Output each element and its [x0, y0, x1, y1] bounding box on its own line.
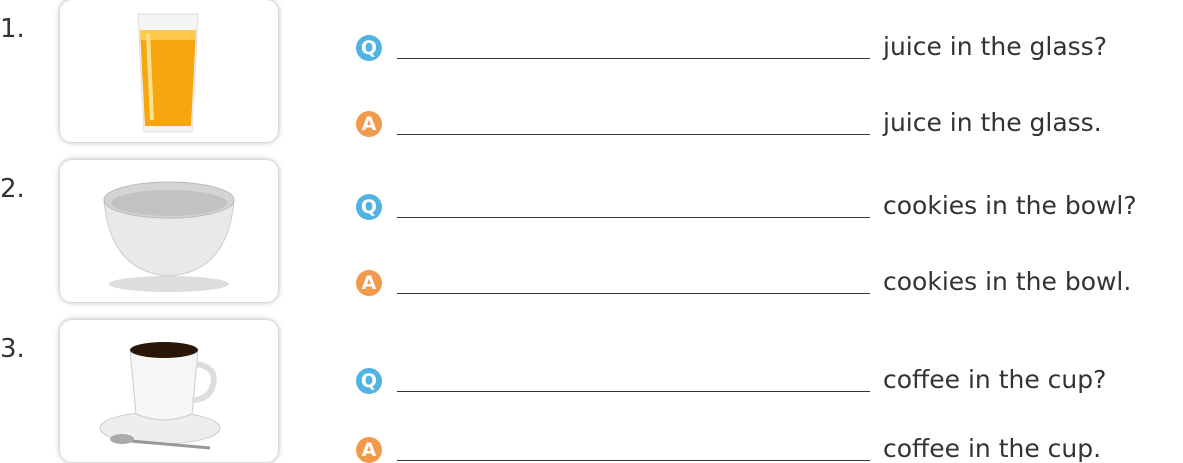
question-marker: Q	[356, 35, 382, 61]
image-bowl	[60, 160, 278, 302]
question-text: cookies in the bowl?	[883, 191, 1137, 220]
answer-text: cookies in the bowl.	[883, 267, 1132, 296]
answer-marker: A	[356, 111, 382, 137]
answer-text: juice in the glass.	[883, 108, 1102, 137]
answer-blank	[397, 448, 870, 461]
answer-blank	[397, 379, 870, 392]
item-number: 2.	[0, 174, 25, 204]
answer-marker: A	[356, 270, 382, 296]
answer-text: coffee in the cup.	[883, 434, 1102, 463]
answer-marker: A	[356, 437, 382, 463]
answer-blank	[397, 205, 870, 218]
item-number: 3.	[0, 334, 25, 364]
question-marker: Q	[356, 368, 382, 394]
answer-blank	[397, 281, 870, 294]
answer-blank	[397, 122, 870, 135]
answer-blank	[397, 46, 870, 59]
item-number: 1.	[0, 14, 25, 44]
question-marker: Q	[356, 194, 382, 220]
image-cup	[60, 320, 278, 462]
question-text: juice in the glass?	[883, 32, 1107, 61]
question-text: coffee in the cup?	[883, 365, 1107, 394]
image-glass	[60, 0, 278, 142]
